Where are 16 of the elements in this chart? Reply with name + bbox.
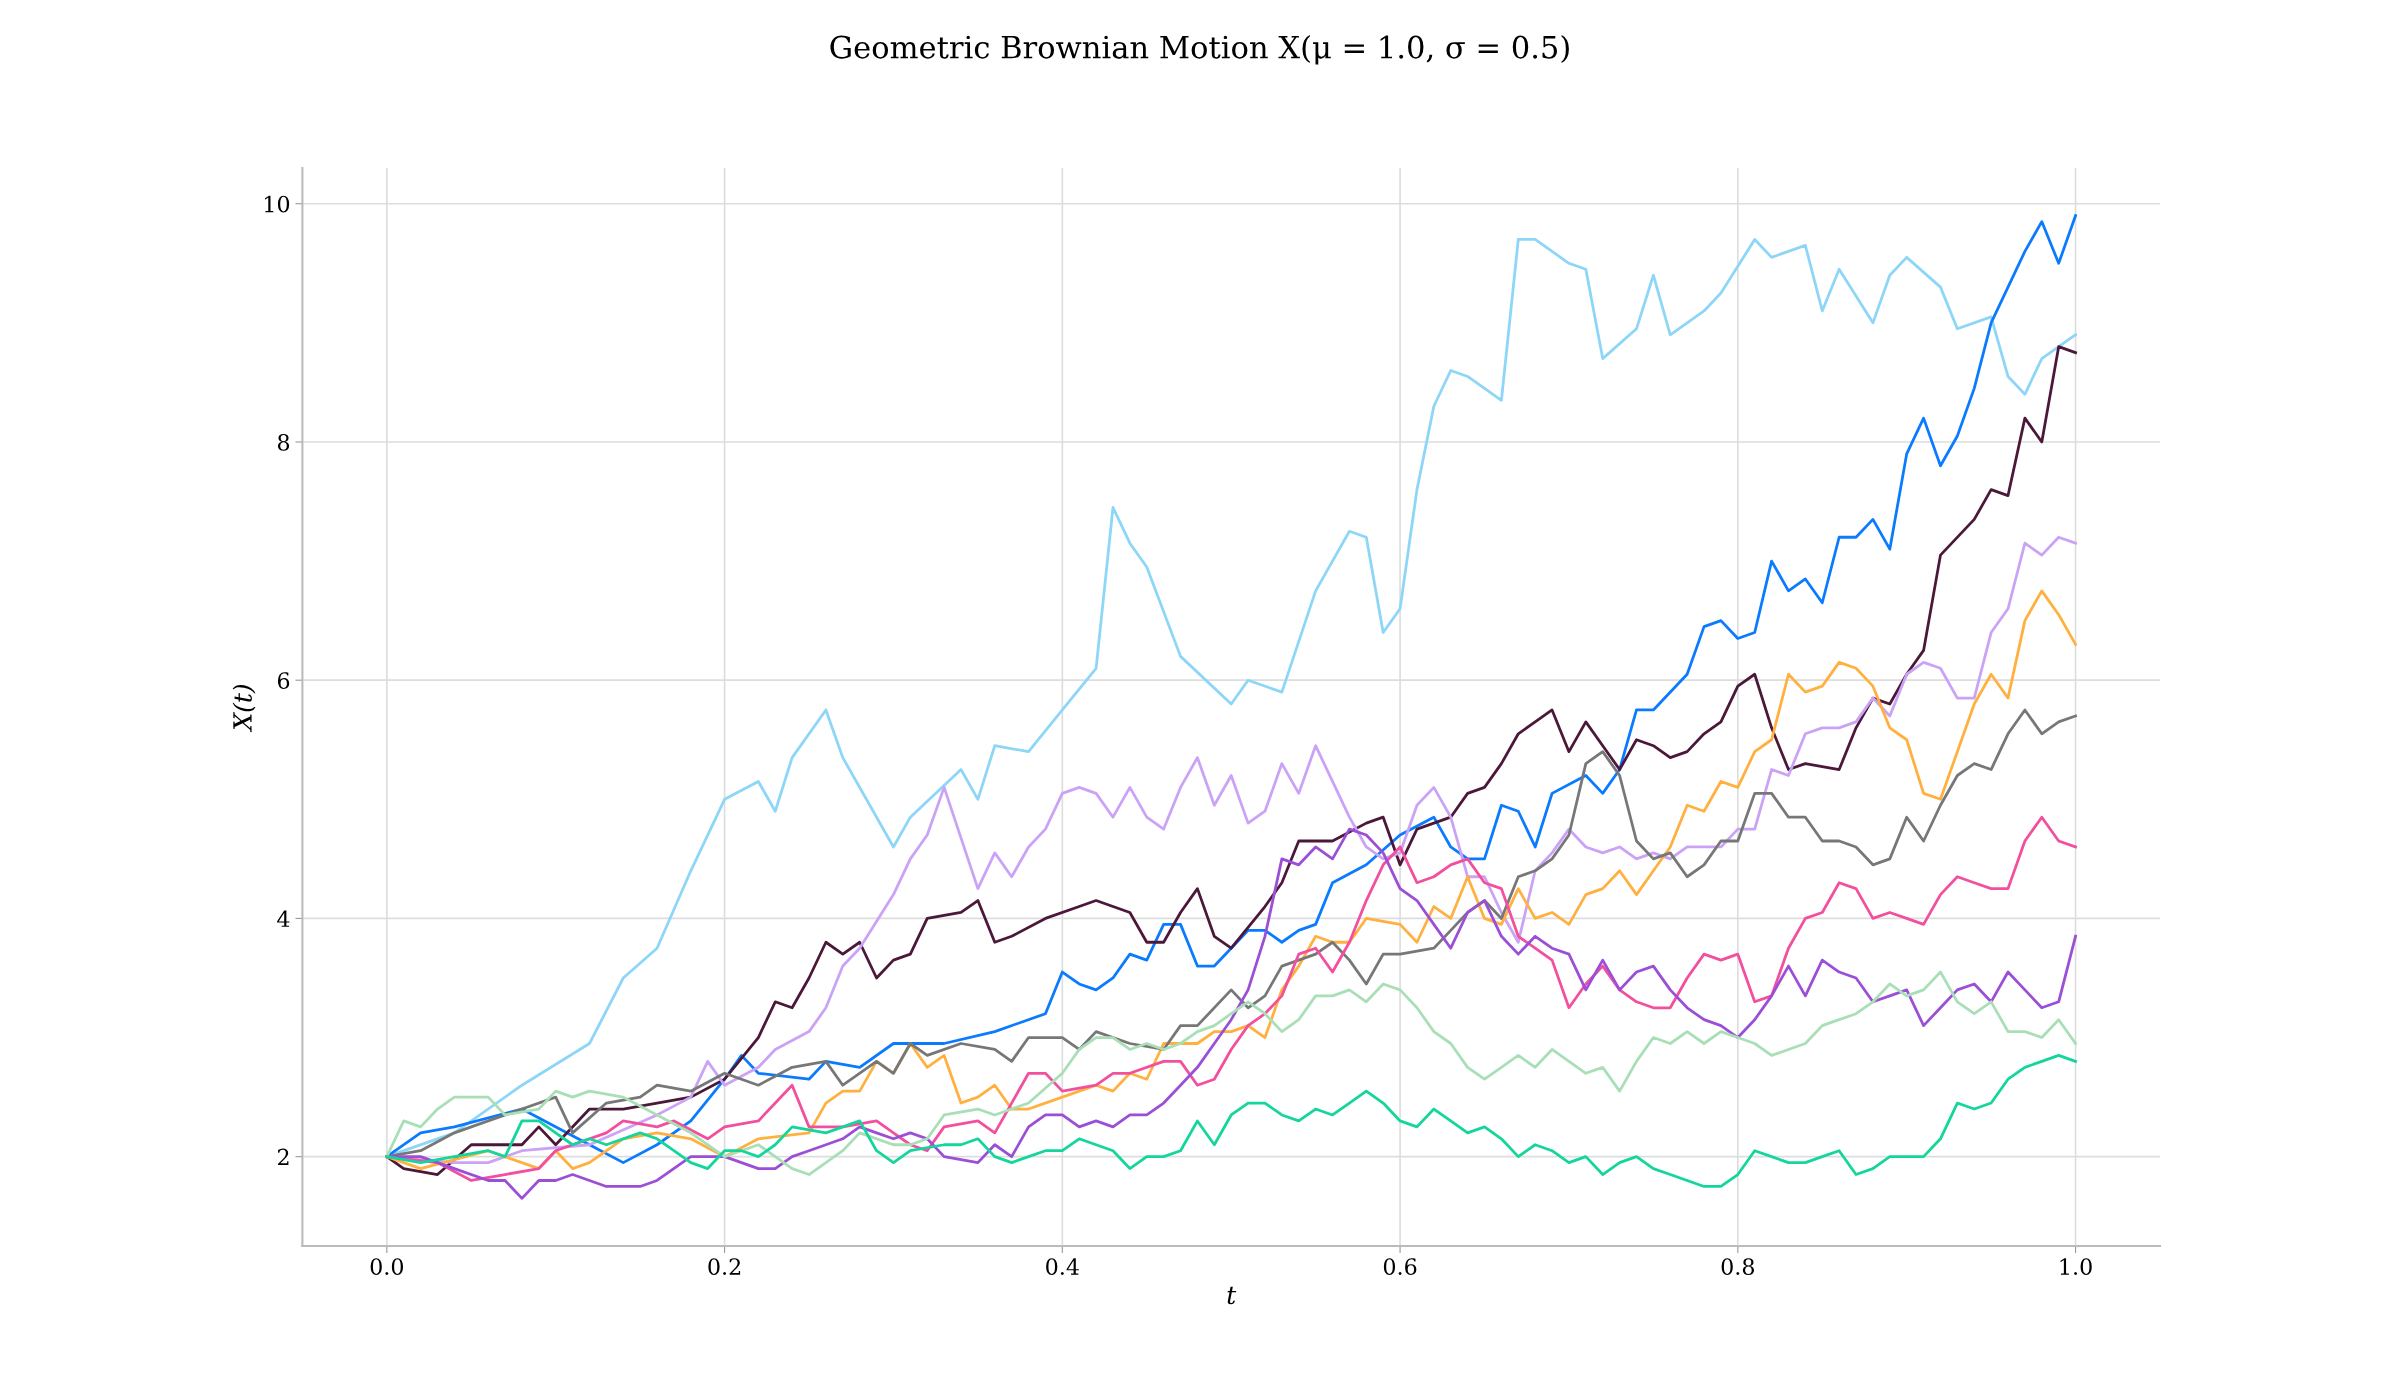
x-axis-title: t — [1227, 1286, 1237, 1305]
x-tick-label: 0.0 — [370, 1258, 404, 1276]
x-tick-label: 0.4 — [1046, 1258, 1079, 1276]
line-series — [385, 1054, 2077, 1188]
y-tick-label: 4 — [277, 910, 290, 927]
x-tick-label: 0.8 — [1721, 1258, 1754, 1276]
chart-title: Geometric Brownian Motion X(μ = 1.0, σ = 0.5) — [830, 35, 1569, 65]
y-tick-label: 10 — [265, 195, 290, 213]
y-tick-label: 6 — [277, 672, 290, 689]
x-tick-label: 0.6 — [1383, 1258, 1417, 1276]
y-tick-label: 2 — [277, 1148, 289, 1166]
y-tick-label: 8 — [277, 433, 290, 451]
x-tick-label: 1.0 — [2060, 1258, 2092, 1276]
line-series — [385, 970, 2077, 1176]
y-axis-title: X(t) — [232, 684, 256, 733]
x-tick-label: 0.2 — [708, 1258, 741, 1276]
